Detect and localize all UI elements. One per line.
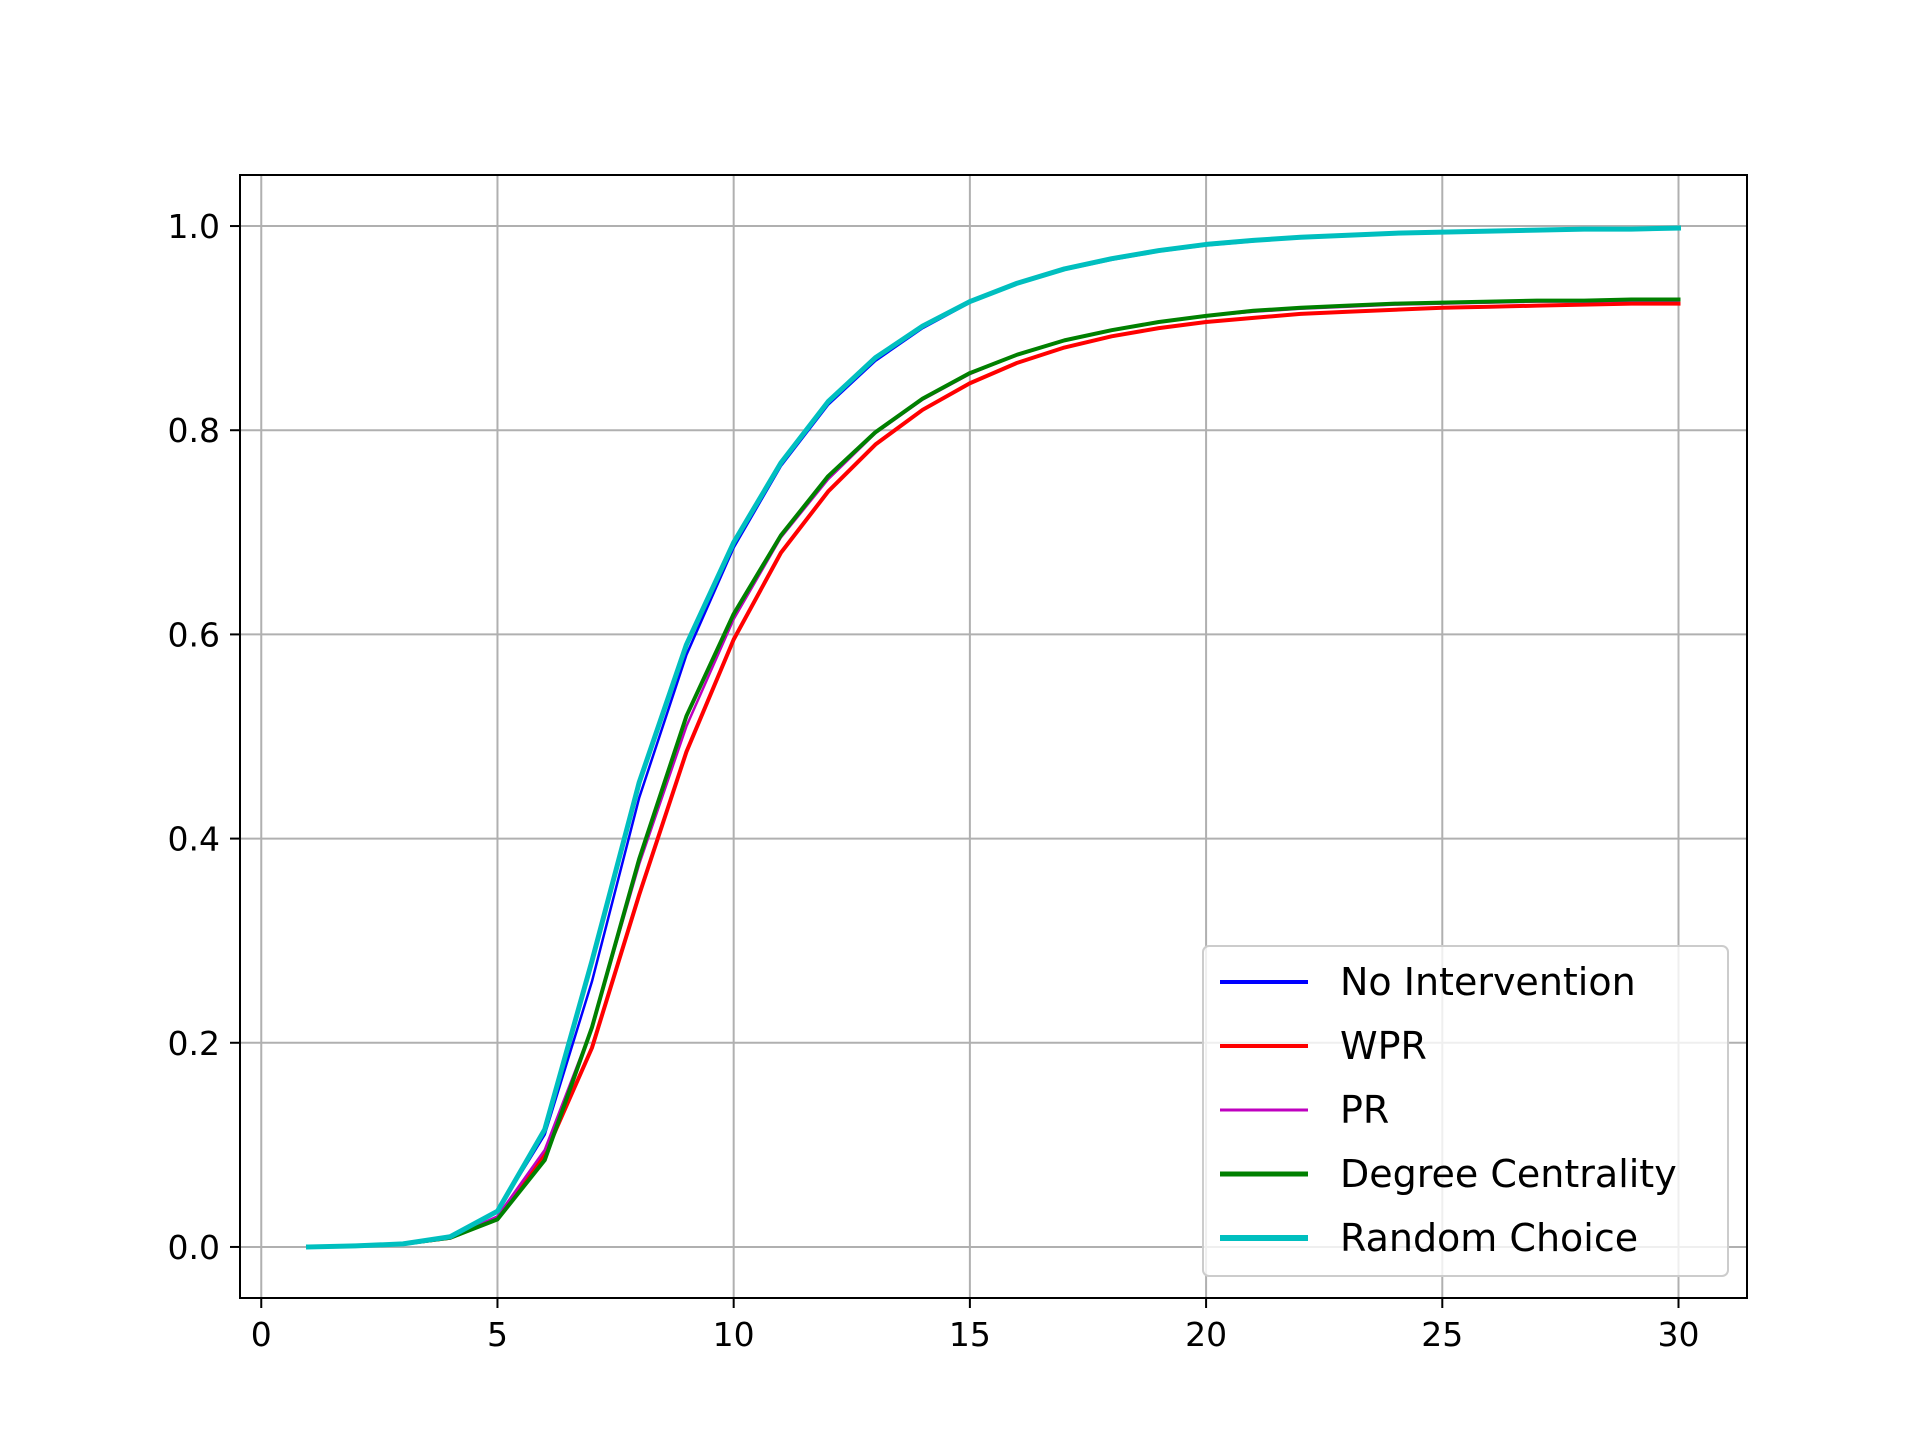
x-tick-label: 30 <box>1658 1315 1700 1354</box>
legend-box <box>1202 945 1729 1277</box>
x-tick-label: 20 <box>1185 1315 1227 1354</box>
y-tick-label: 0.8 <box>168 411 220 450</box>
legend-label: WPR <box>1340 1024 1427 1068</box>
x-tick-label: 10 <box>713 1315 755 1354</box>
x-axis: 0 5 10 15 20 25 30 <box>251 1298 1700 1354</box>
legend: No Intervention WPR PR Degree Centrality Ran… <box>1202 945 1729 1277</box>
series-random-choice <box>305 225 1682 1250</box>
legend-item: Random Choice <box>1220 1216 1638 1260</box>
legend-label: No Intervention <box>1340 960 1636 1004</box>
x-tick-label: 0 <box>251 1315 272 1354</box>
x-tick-label: 5 <box>487 1315 508 1354</box>
axes-frame <box>239 174 1748 1299</box>
series-line <box>305 225 1682 1250</box>
series-line <box>306 297 1681 1249</box>
series-lines <box>305 225 1682 1250</box>
legend-label: PR <box>1340 1088 1389 1132</box>
legend-label: Random Choice <box>1340 1216 1638 1260</box>
y-tick-label: 0.0 <box>168 1228 220 1267</box>
legend-items: No Intervention WPR PR Degree Centrality Ran… <box>1220 960 1677 1260</box>
x-tick-label: 15 <box>949 1315 991 1354</box>
legend-label: Degree Centrality <box>1340 1152 1677 1196</box>
y-tick-label: 0.6 <box>168 615 220 654</box>
x-tick-label: 25 <box>1421 1315 1463 1354</box>
legend-item: No Intervention <box>1220 960 1636 1004</box>
y-tick-label: 1.0 <box>168 207 220 246</box>
legend-item: WPR <box>1220 1024 1427 1068</box>
legend-item: Degree Centrality <box>1220 1152 1677 1196</box>
y-axis: 0.0 0.2 0.4 0.6 0.8 1.0 <box>168 207 240 1267</box>
legend-item: PR <box>1220 1088 1389 1132</box>
y-tick-label: 0.2 <box>168 1024 220 1063</box>
series-line <box>306 301 1681 1249</box>
y-tick-label: 0.4 <box>168 820 220 859</box>
